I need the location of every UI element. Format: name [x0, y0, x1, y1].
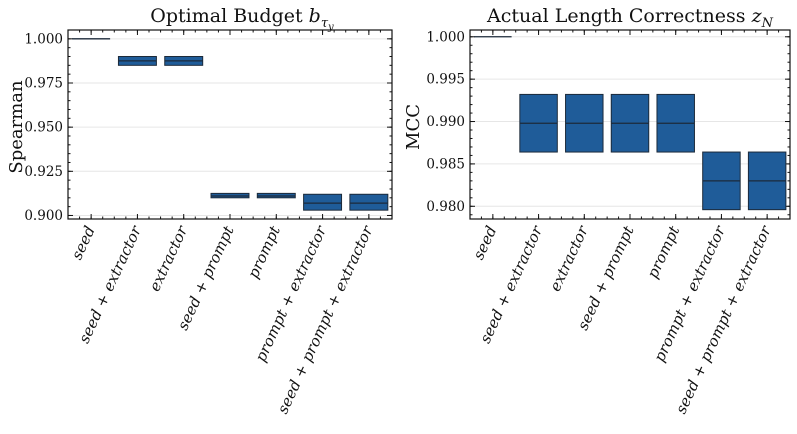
- y-tick-label: 1.000: [426, 29, 465, 45]
- x-tick-label: seed + prompt + extractor: [274, 222, 377, 416]
- x-tick-label: extractor: [546, 222, 592, 294]
- panel2-ylabel: MCC: [403, 104, 424, 150]
- y-tick-label: 0.950: [24, 120, 63, 136]
- box-seed-prompt-extractor: [349, 193, 389, 211]
- x-tick-label: prompt: [244, 222, 284, 281]
- x-tick-label: extractor: [145, 222, 191, 294]
- box-prompt-extractor: [303, 193, 343, 211]
- panel1-title: Optimal Budget bτy: [150, 5, 334, 33]
- axes-frame: [67, 29, 393, 220]
- y-tick-label: 1.000: [24, 31, 63, 47]
- panel2-title: Actual Length Correctness zN: [486, 5, 774, 31]
- x-tick-label: seed: [68, 223, 99, 262]
- y-tick-label: 0.980: [426, 199, 465, 215]
- x-tick-label: seed: [469, 223, 500, 262]
- y-tick-label: 0.995: [426, 72, 465, 88]
- y-tick-label: 0.990: [426, 114, 465, 130]
- panel1-ylabel: Spearman: [6, 80, 27, 174]
- y-tick-label: 0.975: [24, 75, 63, 91]
- y-tick-label: 0.925: [24, 164, 63, 180]
- x-tick-label: prompt: [643, 222, 683, 281]
- y-tick-label: 0.985: [426, 156, 465, 172]
- axes-frame: [469, 29, 791, 220]
- y-tick-label: 0.900: [24, 208, 63, 224]
